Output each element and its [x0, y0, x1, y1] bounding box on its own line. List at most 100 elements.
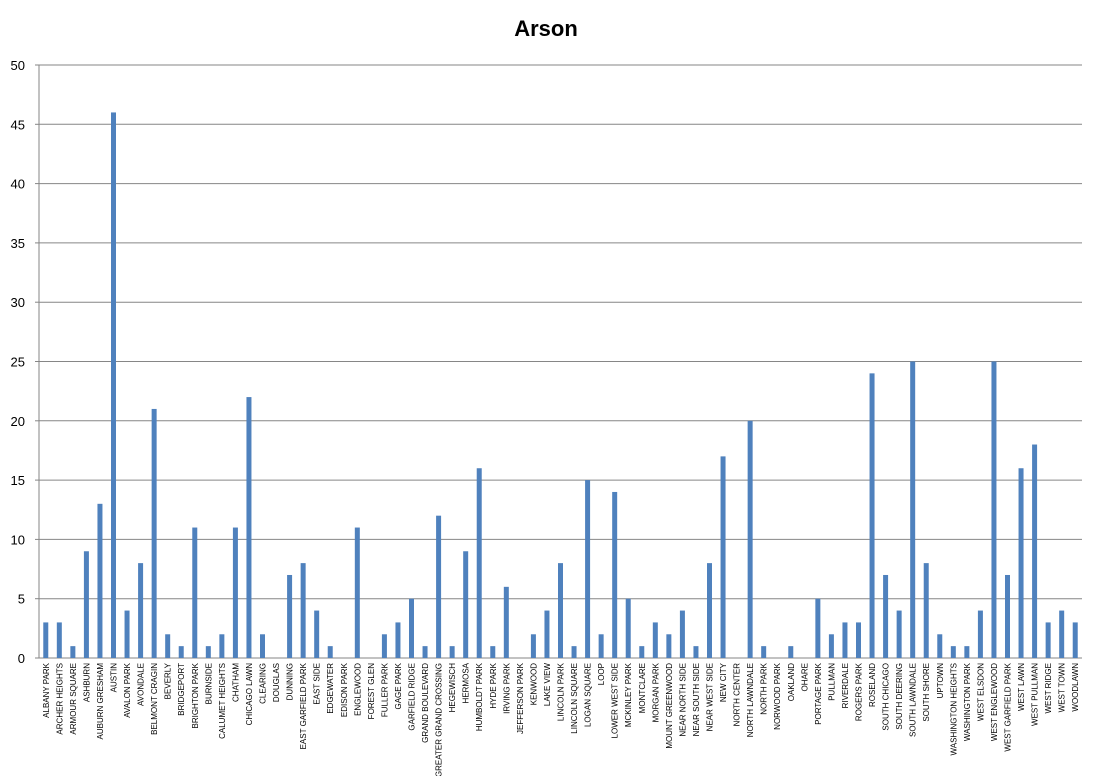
bar [314, 610, 320, 658]
bar [950, 646, 956, 658]
y-tick-label: 0 [18, 651, 25, 666]
x-tick-label: SOUTH LAWNDALE [909, 663, 918, 737]
x-tick-label: WEST PULLMAN [1031, 663, 1040, 726]
x-tick-label: CLEARING [259, 663, 268, 704]
x-tick-label: RIVERDALE [841, 663, 850, 708]
y-tick-label: 20 [11, 414, 25, 429]
gridlines [35, 64, 1082, 659]
x-tick-label: LOGAN SQUARE [584, 663, 593, 727]
x-tick-label: AVALON PARK [123, 662, 132, 717]
x-tick-label: GREATER GRAND CROSSING [435, 663, 444, 776]
bar [530, 634, 536, 658]
x-tick-label: WEST ENGLEWOOD [990, 663, 999, 741]
x-tick-label: ROGERS PARK [855, 662, 864, 721]
bar [260, 634, 265, 658]
x-tick-label: ALBANY PARK [42, 662, 51, 718]
x-tick-label: PORTAGE PARK [814, 662, 823, 724]
bar [70, 646, 76, 658]
bar [788, 646, 794, 658]
y-tick-label: 35 [11, 236, 25, 251]
bar [1045, 622, 1051, 658]
x-tick-label: WASHINGTON HEIGHTS [949, 663, 958, 755]
bar [896, 610, 902, 658]
x-tick-label: LOWER WEST SIDE [611, 663, 620, 738]
bar [219, 634, 225, 658]
x-tick-label: SOUTH DEERING [895, 663, 904, 730]
bar [436, 515, 442, 658]
bar [463, 551, 469, 658]
x-tick-label: MONTCLARE [638, 663, 647, 713]
x-tick-label: HEGEWISCH [448, 663, 457, 713]
x-tick-label: LINCOLN PARK [557, 662, 566, 721]
bar [585, 480, 591, 658]
bar [43, 622, 49, 658]
x-tick-label: SOUTH SHORE [922, 663, 931, 722]
bar [612, 491, 618, 658]
bar [97, 503, 103, 658]
x-tick-label: NEAR NORTH SIDE [678, 663, 687, 737]
x-tick-label: MOUNT GREENWOOD [665, 663, 674, 749]
bar [409, 598, 414, 658]
y-tick-label: 10 [11, 532, 25, 547]
x-tick-label: WEST TOWN [1058, 663, 1067, 713]
bar [381, 634, 387, 658]
bar [856, 622, 861, 658]
bar [571, 646, 577, 658]
bar [598, 634, 604, 658]
bar [923, 563, 929, 658]
x-tick-label: OAKLAND [787, 663, 796, 701]
y-tick-label: 30 [11, 295, 25, 310]
bar [1059, 610, 1065, 658]
bar [490, 646, 496, 658]
x-tick-label: NORWOOD PARK [773, 662, 782, 729]
x-tick-label: NORTH CENTER [733, 663, 742, 727]
bar [544, 610, 550, 658]
bar [151, 408, 157, 658]
x-tick-label: ENGLEWOOD [353, 663, 362, 716]
x-tick-label: CHATHAM [231, 663, 240, 702]
bar [165, 634, 171, 658]
x-tick-label: WOODLAWN [1071, 663, 1080, 712]
bar [761, 646, 767, 658]
x-tick-label: GARFIELD RIDGE [408, 663, 417, 731]
bar [869, 373, 875, 658]
x-tick-label: CHICAGO LAWN [245, 663, 254, 726]
bar [828, 634, 834, 658]
bar [883, 574, 889, 658]
x-axis-ticks: ALBANY PARK ARCHER HEIGHTS ARMOUR SQUARE AS… [42, 662, 1080, 776]
bar [1072, 622, 1078, 658]
bar [558, 563, 563, 658]
bar [178, 646, 184, 658]
bar [300, 563, 306, 658]
bar [1005, 574, 1010, 658]
x-tick-label: MCKINLEY PARK [624, 662, 633, 727]
x-tick-label: DOUGLAS [272, 663, 281, 702]
bars [43, 112, 1078, 658]
bar [693, 646, 699, 658]
bar [707, 563, 712, 658]
x-tick-label: EDISON PARK [340, 662, 349, 717]
x-tick-label: AVONDALE [137, 663, 146, 706]
y-tick-label: 40 [11, 177, 25, 192]
bar [449, 646, 455, 658]
x-tick-label: SOUTH CHICAGO [882, 663, 891, 731]
x-tick-label: GAGE PARK [394, 662, 403, 709]
x-tick-label: UPTOWN [936, 663, 945, 699]
x-tick-label: PULLMAN [827, 663, 836, 701]
bar [124, 610, 130, 658]
x-tick-label: EAST GARFIELD PARK [299, 662, 308, 749]
bar [327, 646, 333, 658]
x-tick-label: DUNNING [286, 663, 295, 700]
bar [937, 634, 943, 658]
x-tick-label: IRVING PARK [502, 662, 511, 713]
x-tick-label: BURNSIDE [204, 663, 213, 704]
bar [679, 610, 685, 658]
x-tick-label: NORTH PARK [760, 662, 769, 714]
x-tick-label: NEAR SOUTH SIDE [692, 663, 701, 736]
bar [625, 598, 631, 658]
x-tick-label: BEVERLY [164, 662, 173, 699]
x-tick-label: LINCOLN SQUARE [570, 663, 579, 734]
x-tick-label: LOOP [597, 663, 606, 685]
bar [246, 397, 252, 658]
